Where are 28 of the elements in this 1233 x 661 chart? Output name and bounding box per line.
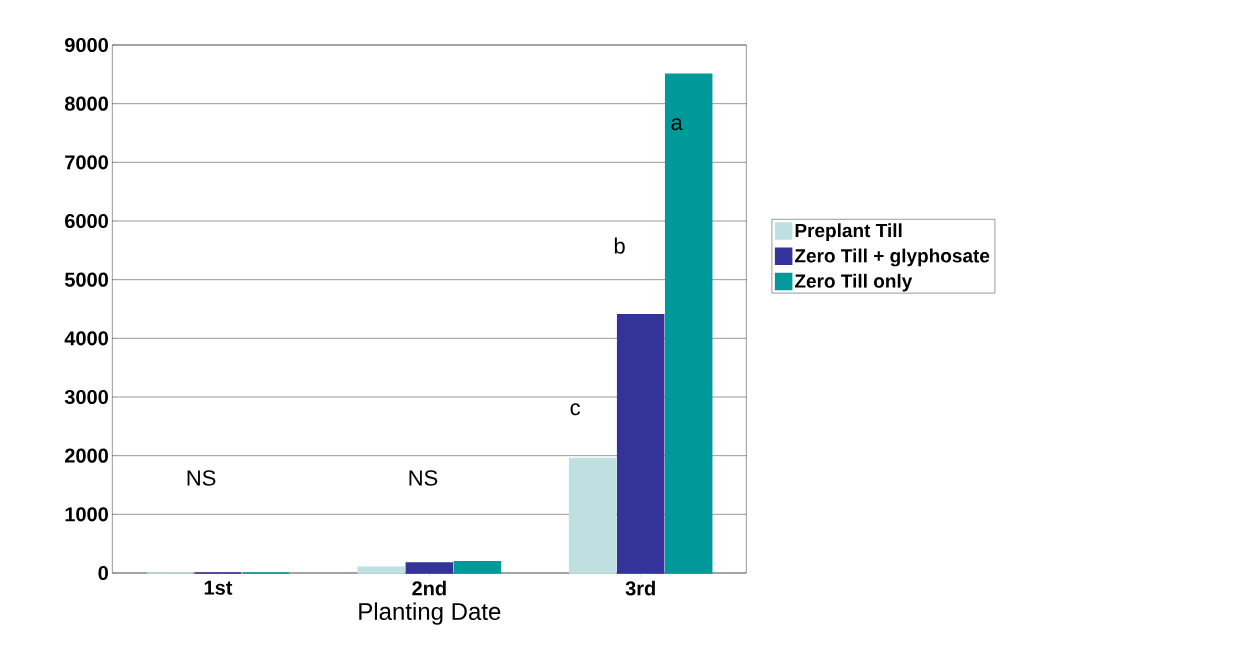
- x-tick-label: 3rd: [625, 580, 655, 596]
- y-tick-label: 8000: [64, 96, 108, 111]
- x-tick-label: 1st: [204, 580, 233, 595]
- legend-label: Zero Till only: [794, 273, 913, 292]
- bar: [453, 561, 502, 574]
- y-tick-label: 3000: [64, 389, 108, 405]
- x-tick-label: 2nd: [412, 580, 446, 596]
- bar: [405, 562, 454, 574]
- bar: [357, 566, 406, 574]
- x-axis-title: Planting Date: [359, 602, 501, 625]
- y-tick-label: 4000: [64, 331, 108, 346]
- y-tick-label: 6000: [65, 213, 108, 229]
- y-tick-label: 0: [98, 565, 108, 581]
- y-tick-label: 9000: [65, 37, 108, 53]
- y-tick-label: 7000: [65, 155, 108, 170]
- y-tick-label: 5000: [64, 272, 108, 287]
- bar: [664, 73, 713, 574]
- y-tick-label: 1000: [65, 507, 108, 522]
- bar: [616, 314, 665, 574]
- annotation: NS: [409, 470, 438, 486]
- y-tick-label: 2000: [65, 448, 108, 463]
- legend-label: Preplant Till: [795, 223, 902, 241]
- annotation: NS: [187, 470, 216, 486]
- legend-label: Zero Till + glyphosate: [794, 248, 990, 267]
- annotation: b: [614, 237, 625, 254]
- annotation: c: [570, 403, 581, 416]
- annotation: a: [671, 118, 683, 131]
- bar: [568, 457, 617, 574]
